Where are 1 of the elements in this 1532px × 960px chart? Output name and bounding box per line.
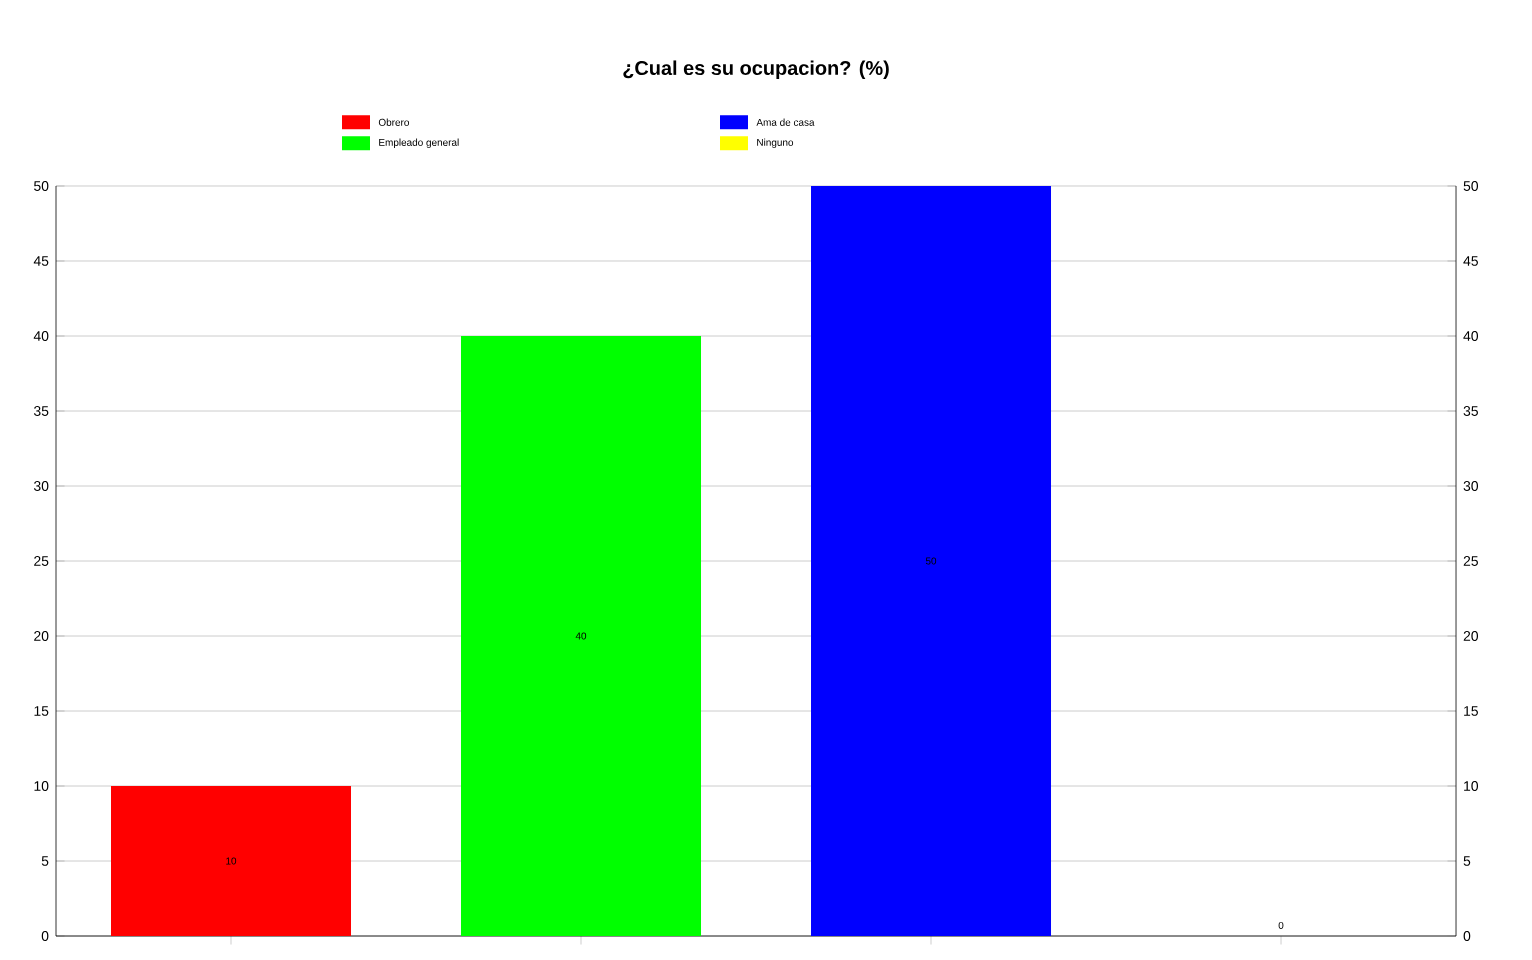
chart-title: ¿Cual es su ocupacion? (%)	[623, 60, 889, 79]
